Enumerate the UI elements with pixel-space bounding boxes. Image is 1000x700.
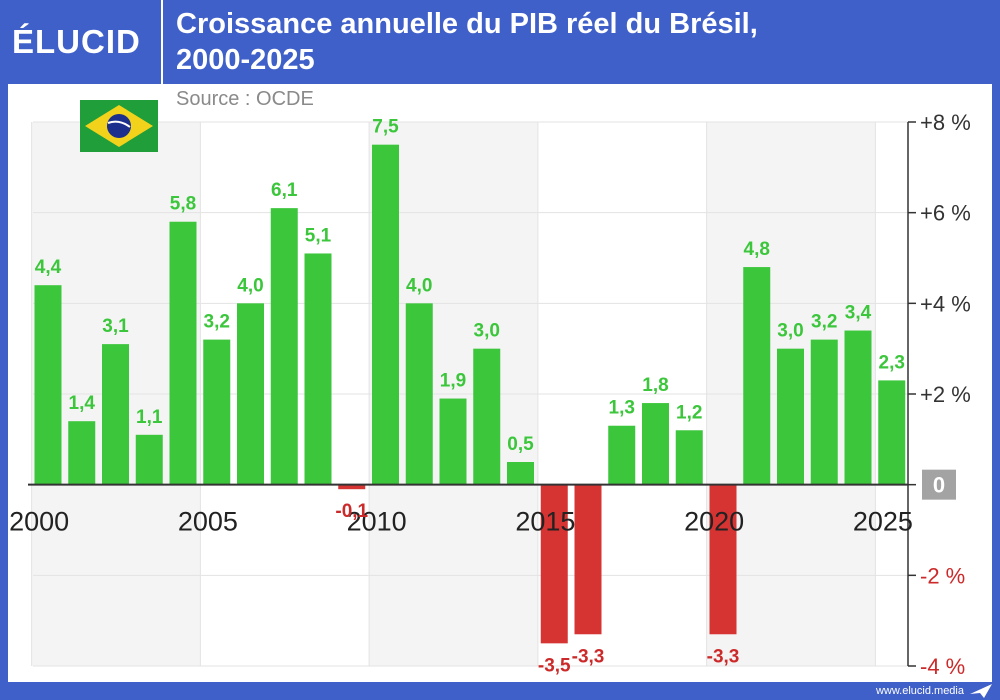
- bar-2005[interactable]: [203, 339, 231, 485]
- header: ÉLUCID Croissance annuelle du PIB réel d…: [0, 0, 1000, 84]
- bar-2019[interactable]: [675, 430, 703, 485]
- y-tick-label: 0: [933, 473, 945, 498]
- x-tick-label: 2025: [853, 507, 913, 537]
- elucid-plane-icon: [970, 684, 992, 698]
- logo-text: ÉLUCID: [12, 23, 141, 60]
- bar-2008[interactable]: [304, 253, 332, 485]
- y-tick-label: -4 %: [920, 654, 965, 679]
- chart-title-line2: 2000-2025: [176, 44, 315, 76]
- y-tick-label: -2 %: [920, 563, 965, 588]
- value-label-2006: 4,0: [237, 275, 263, 296]
- value-label-2013: 3,0: [474, 321, 500, 342]
- bar-2013[interactable]: [473, 348, 501, 485]
- bar-2009[interactable]: [338, 484, 366, 490]
- value-label-2012: 1,9: [440, 371, 466, 392]
- value-label-2007: 6,1: [271, 180, 298, 201]
- value-label-2005: 3,2: [204, 312, 230, 333]
- bar-2015[interactable]: [540, 484, 568, 644]
- value-label-2022: 3,0: [777, 321, 803, 342]
- bar-2002[interactable]: [102, 344, 129, 485]
- value-label-2017: 1,3: [609, 398, 635, 419]
- value-label-2016: -3,3: [572, 646, 605, 667]
- chart-title-line1: Croissance annuelle du PIB réel du Brési…: [176, 8, 758, 40]
- value-label-2023: 3,2: [811, 312, 837, 333]
- bar-2011[interactable]: [405, 303, 433, 485]
- bar-2018[interactable]: [642, 403, 669, 485]
- bar-2016[interactable]: [574, 484, 602, 635]
- bar-2012[interactable]: [439, 398, 467, 485]
- value-label-2010: 7,5: [372, 117, 399, 138]
- chart-title: Croissance annuelle du PIB réel du Brési…: [176, 6, 976, 78]
- value-label-2015: -3,5: [538, 655, 571, 676]
- x-tick-label: 2015: [515, 507, 575, 537]
- x-tick-label: 2000: [9, 507, 69, 537]
- bar-2023[interactable]: [810, 339, 838, 485]
- value-label-2009: -0,1: [335, 501, 368, 522]
- footer-site[interactable]: www.elucid.media: [875, 685, 964, 697]
- value-label-2008: 5,1: [305, 225, 332, 246]
- bar-2020[interactable]: [709, 484, 737, 635]
- bar-2014[interactable]: [507, 462, 534, 485]
- bar-2003[interactable]: [135, 434, 163, 485]
- brazil-flag-icon: [80, 100, 158, 152]
- bar-2021[interactable]: [743, 267, 771, 485]
- value-label-2004: 5,8: [170, 194, 196, 215]
- value-label-2021: 4,8: [744, 239, 770, 260]
- bar-2001[interactable]: [68, 421, 96, 485]
- bar-2025[interactable]: [878, 380, 906, 485]
- value-label-2025: 2,3: [879, 352, 905, 373]
- zero-label-bg: [922, 469, 956, 500]
- bar-2022[interactable]: [777, 348, 804, 485]
- chart-panel: +8 % +6 % +4 % +2 % 0 -2 % -4 % 2000 2005 2010 201…: [8, 84, 992, 682]
- value-label-2024: 3,4: [845, 303, 872, 324]
- y-tick-label: +2 %: [920, 382, 971, 407]
- value-label-2019: 1,2: [676, 402, 702, 423]
- value-label-2014: 0,5: [507, 434, 534, 455]
- bar-2024[interactable]: [844, 330, 872, 485]
- header-divider: [161, 0, 163, 84]
- elucid-logo[interactable]: ÉLUCID: [12, 20, 152, 64]
- source-note: Source : OCDE: [176, 88, 314, 110]
- bar-2010[interactable]: [372, 144, 399, 485]
- bar-2000[interactable]: [34, 285, 62, 485]
- y-tick-label: +6 %: [920, 201, 971, 226]
- x-tick-label: 2020: [684, 507, 744, 537]
- value-label-2003: 1,1: [136, 407, 163, 428]
- x-tick-label: 2005: [178, 507, 238, 537]
- bar-2007[interactable]: [270, 208, 298, 485]
- x-tick-label: 2010: [347, 507, 407, 537]
- value-label-2001: 1,4: [69, 393, 96, 414]
- y-tick-label: +4 %: [920, 291, 971, 316]
- value-label-2020: -3,3: [707, 646, 740, 667]
- bar-2006[interactable]: [237, 303, 264, 485]
- bar-chart: +8 % +6 % +4 % +2 % 0 -2 % -4 % 2000 2005 2010 201…: [9, 110, 971, 679]
- y-tick-label: +8 %: [920, 110, 971, 135]
- value-label-2002: 3,1: [102, 316, 129, 337]
- value-label-2000: 4,4: [35, 257, 62, 278]
- value-label-2018: 1,8: [642, 375, 668, 396]
- bar-2004[interactable]: [169, 221, 197, 485]
- value-label-2011: 4,0: [406, 275, 432, 296]
- bar-2017[interactable]: [608, 425, 636, 485]
